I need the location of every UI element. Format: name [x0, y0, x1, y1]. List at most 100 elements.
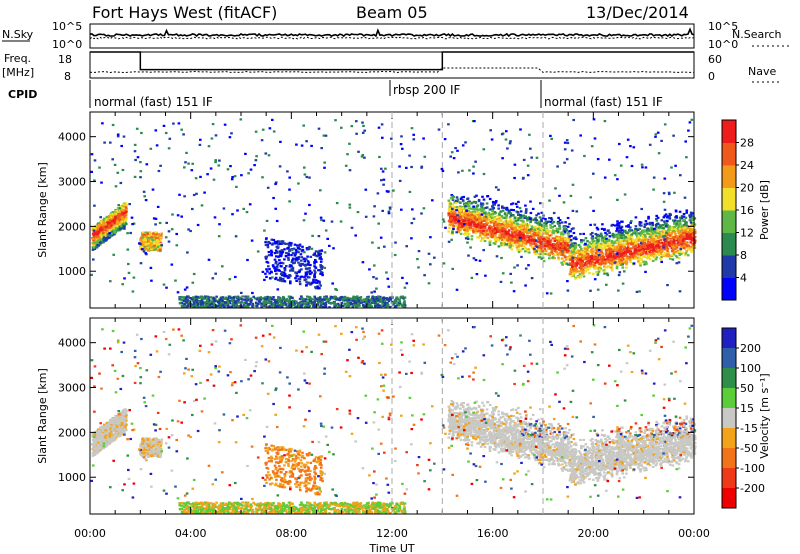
power-echo [590, 257, 593, 261]
power-echo [454, 221, 457, 224]
power-echo [550, 137, 553, 140]
power-echo [639, 264, 642, 267]
power-echo [313, 265, 316, 268]
power-echo [593, 242, 596, 245]
power-echo [156, 244, 159, 247]
power-echo [218, 223, 221, 226]
power-echo [93, 235, 96, 238]
power-echo [670, 254, 674, 257]
power-echo [486, 236, 490, 239]
power-echo [464, 226, 467, 229]
power-echo [302, 257, 306, 260]
power-echo [125, 213, 128, 216]
power-echo [656, 230, 659, 233]
power-echo [508, 242, 512, 245]
power-echo [505, 216, 508, 219]
power-echo [164, 236, 168, 239]
power-echo [522, 158, 526, 161]
power-echo [607, 239, 611, 242]
power-echo [230, 178, 234, 181]
power-echo [603, 265, 606, 268]
power-echo [447, 199, 451, 202]
power-echo [288, 249, 291, 253]
power-echo [474, 218, 478, 221]
power-echo [304, 272, 308, 275]
power-echo [613, 257, 617, 260]
power-echo [649, 253, 653, 256]
power-echo [549, 224, 552, 227]
power-echo [109, 234, 112, 237]
power-echo [631, 242, 634, 245]
power-echo [427, 252, 431, 255]
power-echo [611, 269, 614, 272]
power-echo [168, 137, 172, 140]
power-echo [659, 238, 663, 242]
power-echo [570, 270, 574, 273]
power-echo [578, 273, 582, 276]
power-echo [480, 223, 484, 226]
power-echo [592, 272, 595, 275]
power-echo [100, 221, 104, 225]
power-echo [113, 229, 117, 232]
power-echo [312, 278, 315, 281]
power-echo [660, 139, 663, 142]
power-echo [678, 219, 682, 222]
power-echo [451, 222, 454, 225]
power-echo [121, 168, 125, 172]
power-echo [592, 172, 595, 175]
power-echo [677, 231, 680, 234]
power-echo [655, 240, 659, 243]
power-echo [640, 224, 643, 227]
power-echo [282, 271, 286, 274]
power-echo [264, 256, 267, 259]
power-echo [274, 276, 278, 279]
power-echo [139, 262, 143, 265]
power-echo [156, 242, 159, 245]
power-echo [474, 201, 478, 205]
power-echo [542, 260, 546, 263]
power-echo [375, 287, 378, 290]
nsearch-tick-top: 10^5 [708, 20, 738, 33]
power-echo [447, 214, 451, 217]
power-echo [360, 155, 364, 158]
power-echo [107, 222, 110, 225]
power-echo [373, 264, 376, 267]
power-echo [481, 195, 484, 198]
power-echo [463, 229, 466, 232]
power-echo [221, 265, 224, 268]
power-echo [271, 242, 275, 245]
power-echo [644, 235, 647, 238]
power-echo [452, 227, 455, 230]
power-echo [584, 242, 587, 245]
power-echo [381, 209, 384, 212]
power-echo [167, 230, 171, 233]
power-echo [139, 246, 142, 249]
power-echo [267, 250, 271, 254]
power-echo [588, 260, 591, 263]
nsearch-tick-bottom: 10^0 [708, 38, 738, 51]
power-echo [530, 156, 533, 159]
power-echo [385, 271, 388, 274]
power-echo [531, 207, 535, 210]
power-echo [664, 213, 668, 216]
power-echo [145, 163, 149, 166]
power-echo [504, 232, 508, 235]
power-echo [590, 237, 594, 240]
power-echo [615, 248, 619, 251]
power-echo [617, 237, 621, 240]
power-echo [619, 245, 623, 249]
power-echo [618, 271, 622, 274]
power-echo [456, 198, 460, 201]
power-echo [306, 255, 309, 258]
power-echo [121, 217, 124, 220]
power-echo [93, 238, 97, 242]
power-echo [309, 272, 312, 276]
cpid-mode-2: rbsp 200 IF [393, 83, 460, 97]
cpid-mode-1: normal (fast) 151 IF [94, 95, 213, 109]
power-echo [461, 225, 464, 228]
power-echo [95, 226, 99, 229]
power-echo [550, 248, 554, 251]
power-echo [464, 205, 467, 208]
power-echo [595, 266, 598, 269]
